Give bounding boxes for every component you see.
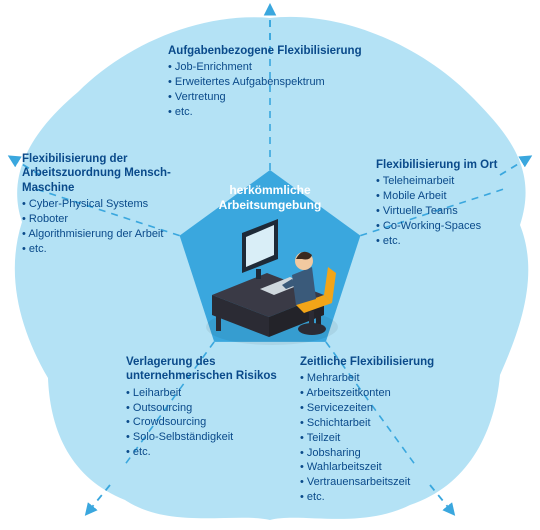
list-item: Erweitertes Aufgabenspektrum — [168, 75, 388, 90]
list-item: etc. — [22, 242, 172, 257]
sector-items: TeleheimarbeitMobile ArbeitVirtuelle Tea… — [376, 174, 526, 248]
list-item: Cyber-Physical Systems — [22, 197, 172, 212]
sector-title: Verlagerung des unternehmerischen Risiko… — [126, 355, 286, 384]
sector-title: Flexibilisierung der Arbeitszuordnung Me… — [22, 152, 172, 195]
sector-title: Flexibilisierung im Ort — [376, 158, 526, 172]
sector-bottomRight: Zeitliche Flexibilisierung MehrarbeitArbe… — [300, 355, 470, 505]
list-item: etc. — [126, 445, 286, 460]
list-item: Solo-Selbständigkeit — [126, 430, 286, 445]
list-item: Outsourcing — [126, 401, 286, 416]
list-item: Arbeitszeitkonten — [300, 386, 470, 401]
list-item: Co-Working-Spaces — [376, 219, 526, 234]
sector-bottomLeft: Verlagerung des unternehmerischen Risiko… — [126, 355, 286, 460]
sector-left: Flexibilisierung der Arbeitszuordnung Me… — [22, 152, 172, 257]
list-item: Schichtarbeit — [300, 416, 470, 431]
list-item: Mobile Arbeit — [376, 189, 526, 204]
list-item: Roboter — [22, 212, 172, 227]
list-item: Virtuelle Teams — [376, 204, 526, 219]
list-item: Algorithmisierung der Arbeit — [22, 227, 172, 242]
sector-items: LeiharbeitOutsourcingCrowdsourcingSolo-S… — [126, 386, 286, 460]
sector-items: Job-EnrichmentErweitertes Aufgabenspektr… — [168, 60, 388, 119]
list-item: Teilzeit — [300, 431, 470, 446]
list-item: Vertrauensarbeitszeit — [300, 475, 470, 490]
sector-title: Zeitliche Flexibilisierung — [300, 355, 470, 369]
list-item: Crowdsourcing — [126, 415, 286, 430]
diagram-stage: herkömmliche Arbeitsumgebung Aufgabenbez… — [0, 0, 540, 530]
center-label: herkömmliche Arbeitsumgebung — [200, 183, 340, 213]
list-item: Leiharbeit — [126, 386, 286, 401]
sector-items: Cyber-Physical SystemsRoboterAlgorithmis… — [22, 197, 172, 256]
list-item: etc. — [376, 234, 526, 249]
sector-right: Flexibilisierung im Ort TeleheimarbeitMob… — [376, 158, 526, 249]
list-item: Job-Enrichment — [168, 60, 388, 75]
list-item: Jobsharing — [300, 446, 470, 461]
sector-top: Aufgabenbezogene Flexibilisierung Job-Enr… — [168, 44, 388, 120]
sector-title: Aufgabenbezogene Flexibilisierung — [168, 44, 388, 58]
list-item: Mehrarbeit — [300, 371, 470, 386]
list-item: etc. — [300, 490, 470, 505]
list-item: etc. — [168, 105, 388, 120]
center-label-line2: Arbeitsumgebung — [200, 198, 340, 213]
list-item: Servicezeiten — [300, 401, 470, 416]
list-item: Wahlarbeitszeit — [300, 460, 470, 475]
sector-items: MehrarbeitArbeitszeitkontenServicezeiten… — [300, 371, 470, 505]
list-item: Vertretung — [168, 90, 388, 105]
center-label-line1: herkömmliche — [200, 183, 340, 198]
list-item: Teleheimarbeit — [376, 174, 526, 189]
